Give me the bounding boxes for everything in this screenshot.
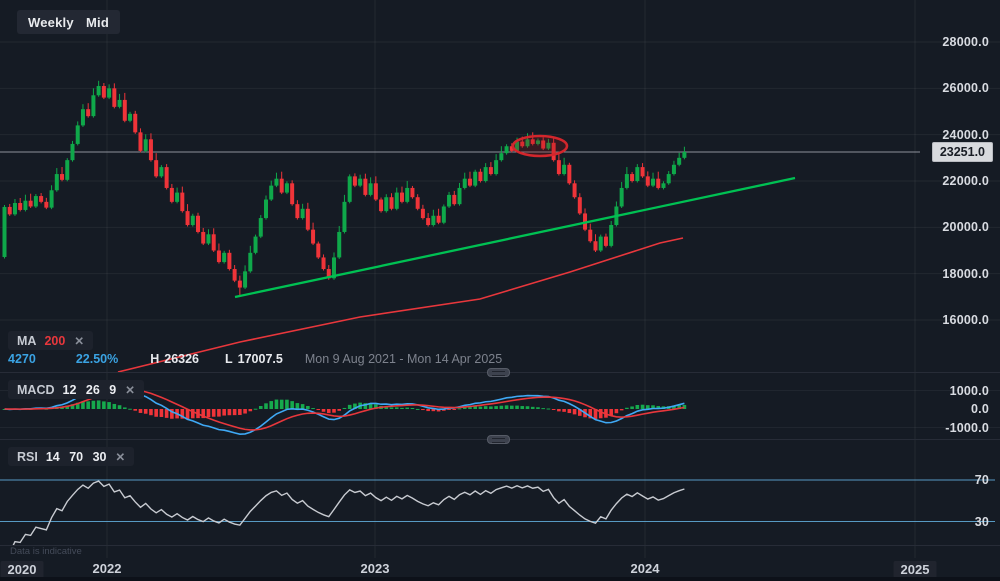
ma-close-icon[interactable]: ✕ — [74, 335, 84, 348]
year-label-2022: 2022 — [92, 561, 122, 576]
rsi-series — [12, 480, 685, 545]
stat-high-value: 26326 — [164, 352, 200, 366]
symbol-stats-row: 4270 22.50% H 26326 L 17007.5 Mon 9 Aug … — [8, 352, 502, 366]
macd-close-icon[interactable]: ✕ — [125, 384, 135, 397]
bottom-strip — [0, 577, 1000, 581]
axis-tick: 30 — [974, 514, 989, 529]
grid — [0, 0, 1000, 558]
pane-divider-1-handle[interactable] — [487, 368, 510, 377]
mode-mid-button[interactable]: Mid — [75, 10, 120, 34]
year-label-2023: 2023 — [360, 561, 390, 576]
mode-mid-label: Mid — [86, 14, 109, 30]
axis-tick: 24000.0 — [942, 127, 989, 142]
axis-tick: 22000.0 — [942, 174, 989, 188]
pane-divider-2-handle[interactable] — [487, 435, 510, 444]
ma-period: 200 — [44, 333, 66, 348]
stat-low-value: 17007.5 — [237, 352, 283, 366]
ma-200-line — [117, 237, 684, 373]
timeframe-weekly-button[interactable]: Weekly — [17, 10, 85, 34]
rsi-close-icon[interactable]: ✕ — [115, 451, 126, 464]
stat-high-label: H — [150, 352, 160, 366]
year-label-2020: 2020 — [0, 561, 44, 578]
stat-low-label: L — [225, 352, 233, 366]
year-label-2025: 2025 — [893, 561, 937, 578]
highlight-ellipse[interactable] — [511, 134, 569, 158]
stat-percent: 22.50% — [75, 352, 119, 366]
stat-value: 4270 — [8, 352, 36, 366]
axis-tick: 18000.0 — [942, 266, 989, 281]
candlestick-series — [2, 80, 687, 297]
macd-params: 12 26 9 — [62, 382, 117, 397]
axis-tick: 0.0 — [971, 402, 989, 416]
axis-tick: 70 — [974, 473, 989, 487]
ma-label: MA — [17, 333, 37, 348]
axis-tick: 28000.0 — [942, 35, 989, 49]
macd-indicator-pill[interactable]: MACD 12 26 9 ✕ — [8, 380, 144, 399]
axis-tick: 1000.0 — [949, 383, 989, 398]
year-label-2024: 2024 — [630, 561, 660, 576]
rsi-label: RSI — [17, 449, 38, 464]
axis-tick: 20000.0 — [942, 220, 989, 235]
time-axis[interactable]: 2020 2022 2023 2024 2025 — [0, 557, 1000, 581]
rsi-band-lines — [0, 479, 995, 522]
current-price-label: 23251.0 — [931, 142, 993, 162]
stat-date-range: Mon 9 Aug 2021 - Mon 14 Apr 2025 — [304, 352, 503, 366]
trendline[interactable] — [234, 176, 796, 299]
price-axis[interactable]: 28000.0 26000.0 24000.0 22000.0 20000.0 18000… — [920, 0, 1000, 545]
axis-tick: -1000.0 — [945, 420, 989, 435]
axis-tick: 26000.0 — [942, 81, 989, 96]
macd-label: MACD — [17, 382, 55, 397]
rsi-params: 14 70 30 — [45, 449, 107, 464]
timeline-separator — [0, 545, 1000, 546]
timeframe-weekly-label: Weekly — [28, 14, 74, 30]
axis-tick: 16000.0 — [942, 313, 989, 327]
rsi-indicator-pill[interactable]: RSI 14 70 30 ✕ — [8, 447, 135, 466]
ma-indicator-pill[interactable]: MA 200 ✕ — [8, 331, 93, 350]
data-indicative-note: Data is indicative — [10, 546, 82, 557]
